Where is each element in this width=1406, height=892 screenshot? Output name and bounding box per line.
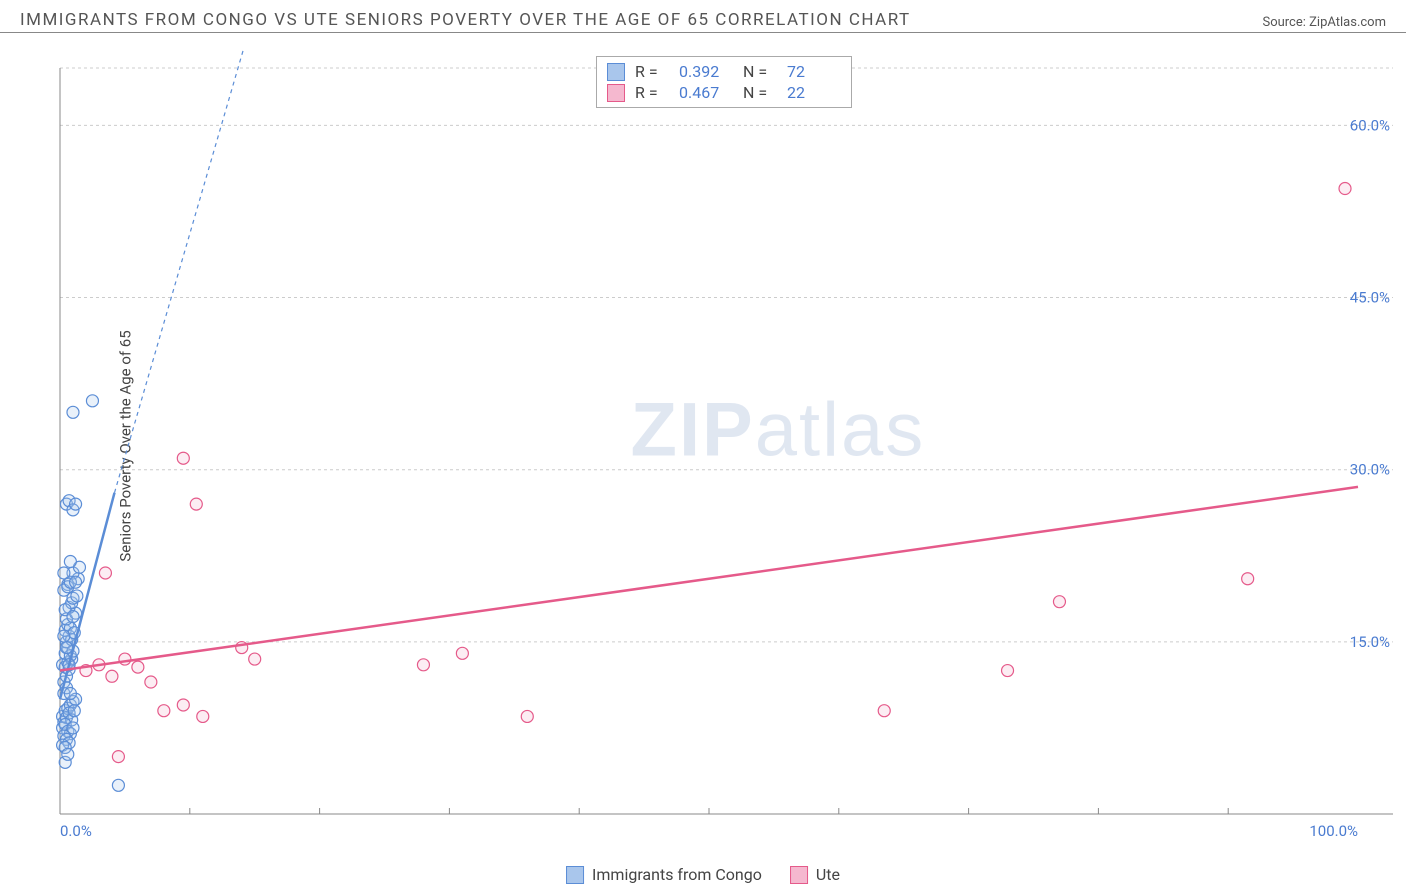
swatch-congo bbox=[607, 63, 625, 81]
r-value-ute: 0.467 bbox=[679, 83, 733, 102]
r-value-congo: 0.392 bbox=[679, 62, 733, 81]
legend-label: Immigrants from Congo bbox=[592, 865, 762, 884]
legend-label: Ute bbox=[816, 865, 840, 884]
svg-text:30.0%: 30.0% bbox=[1350, 461, 1390, 479]
swatch-icon bbox=[566, 866, 584, 884]
scatter-plot: 15.0% 30.0% 45.0% 60.0% 0.0% 100.0% bbox=[50, 48, 1398, 844]
legend-row-ute: R = 0.467 N = 22 bbox=[607, 82, 841, 103]
correlation-legend: R = 0.392 N = 72 R = 0.467 N = 22 bbox=[596, 56, 852, 108]
legend-row-congo: R = 0.392 N = 72 bbox=[607, 61, 841, 82]
legend-item-ute: Ute bbox=[790, 865, 840, 884]
series-legend: Immigrants from Congo Ute bbox=[566, 865, 840, 884]
chart-title: IMMIGRANTS FROM CONGO VS UTE SENIORS POV… bbox=[20, 10, 911, 30]
svg-text:100.0%: 100.0% bbox=[1309, 822, 1358, 840]
legend-item-congo: Immigrants from Congo bbox=[566, 865, 762, 884]
svg-text:15.0%: 15.0% bbox=[1350, 633, 1390, 651]
swatch-ute bbox=[607, 84, 625, 102]
svg-text:45.0%: 45.0% bbox=[1350, 289, 1390, 307]
n-value-ute: 22 bbox=[787, 83, 841, 102]
swatch-icon bbox=[790, 866, 808, 884]
n-value-congo: 72 bbox=[787, 62, 841, 81]
header: IMMIGRANTS FROM CONGO VS UTE SENIORS POV… bbox=[0, 0, 1406, 33]
svg-text:0.0%: 0.0% bbox=[60, 822, 92, 840]
svg-text:60.0%: 60.0% bbox=[1350, 116, 1390, 134]
chart-area: Seniors Poverty Over the Age of 65 15.0%… bbox=[50, 48, 1398, 844]
source-label: Source: ZipAtlas.com bbox=[1262, 15, 1386, 30]
